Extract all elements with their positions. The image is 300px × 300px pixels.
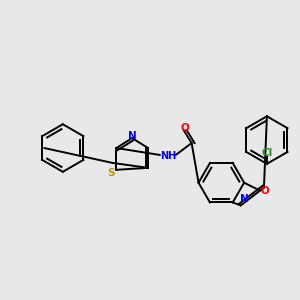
Text: S: S xyxy=(108,168,115,178)
Text: O: O xyxy=(180,123,189,133)
Text: O: O xyxy=(261,186,269,196)
Text: Cl: Cl xyxy=(261,148,272,158)
Text: N: N xyxy=(128,131,136,141)
Text: N: N xyxy=(240,194,249,205)
Text: NH: NH xyxy=(160,151,176,161)
